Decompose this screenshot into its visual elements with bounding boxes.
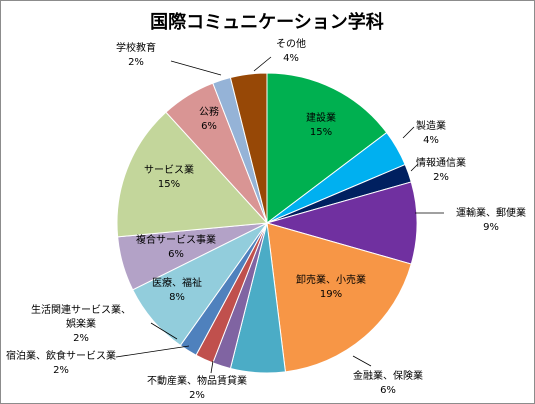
slice-name: 情報通信業 — [416, 156, 466, 169]
slice-name: 運輸業、郵便業 — [456, 206, 526, 219]
slice-name: 生活関連サービス業、 — [31, 303, 131, 316]
leader-line — [150, 322, 178, 340]
slice-label: 生活関連サービス業、娯楽業 2% — [31, 303, 131, 344]
slice-label: 製造業 4% — [416, 119, 446, 146]
slice-percent: 6% — [168, 249, 184, 260]
pie-slice — [266, 222, 412, 373]
slice-name: 公務 — [199, 105, 219, 118]
slice-percent: 6% — [201, 121, 217, 132]
slice-label: 宿泊業、飲食サービス業 2% — [6, 349, 116, 376]
slice-name: 製造業 — [416, 119, 446, 132]
slice-percent: 2% — [73, 333, 89, 344]
slice-percent: 2% — [53, 365, 69, 376]
slice-label: 医療、福祉 8% — [152, 276, 202, 303]
leader-lines — [115, 56, 444, 374]
slice-name: 宿泊業、飲食サービス業 — [6, 349, 116, 362]
slice-name: 学校教育 — [116, 41, 156, 54]
slice-name: 複合サービス事業 — [136, 233, 216, 246]
slice-label: 運輸業、郵便業 9% — [456, 206, 526, 233]
slice-label: 卸売業、小売業 19% — [296, 273, 366, 300]
slice-label: 学校教育 2% — [116, 41, 156, 68]
pie-slices — [116, 72, 418, 374]
leader-line — [410, 163, 419, 172]
slice-percent: 15% — [310, 127, 332, 138]
slice-percent: 4% — [423, 135, 439, 146]
slice-label: 公務 6% — [199, 105, 219, 132]
slice-name: 卸売業、小売業 — [296, 273, 366, 286]
slice-label: その他 4% — [276, 37, 306, 64]
slice-name: その他 — [276, 37, 306, 50]
slice-name: 医療、福祉 — [152, 276, 202, 289]
slice-label: 不動産業、物品賃貸業 2% — [147, 374, 247, 401]
slice-label: 建設業 15% — [306, 111, 336, 138]
chart-title: 国際コミュニケーション学科 — [150, 11, 384, 33]
leader-line — [115, 345, 190, 358]
pie-slice — [229, 72, 268, 224]
slice-name: 不動産業、物品賃貸業 — [147, 374, 247, 387]
slice-name: 建設業 — [306, 111, 336, 124]
leader-line — [402, 126, 415, 139]
slice-label: サービス業 15% — [144, 163, 194, 190]
pie-slice — [116, 111, 269, 238]
pie-slice — [265, 181, 418, 265]
leader-line — [210, 360, 214, 374]
slice-percent: 2% — [433, 172, 449, 183]
slice-percent: 6% — [380, 385, 396, 396]
slice-name: 金融業、保険業 — [353, 369, 423, 382]
slice-name: サービス業 — [144, 163, 194, 176]
slice-label: 複合サービス事業 6% — [136, 233, 216, 260]
leader-line — [253, 56, 272, 72]
slice-percent: 4% — [283, 53, 299, 64]
slice-label: 情報通信業 2% — [416, 156, 466, 183]
pie-slice — [266, 72, 388, 225]
slice-percent: 2% — [189, 390, 205, 401]
slice-labels: 建設業 15% 製造業 4% 情報通信業 2% 運輸業、郵便業 9% 卸売業、小売業 19% 金融業… — [6, 37, 526, 401]
slice-label: 金融業、保険業 6% — [353, 369, 423, 396]
slice-percent: 8% — [169, 292, 185, 303]
slice-percent: 2% — [128, 57, 144, 68]
slice-percent: 15% — [158, 179, 180, 190]
slice-percent: 19% — [320, 289, 342, 300]
leader-line — [170, 60, 222, 76]
slice-percent: 9% — [483, 222, 499, 233]
slice-name: 娯楽業 — [66, 317, 96, 330]
leader-line — [352, 355, 372, 367]
